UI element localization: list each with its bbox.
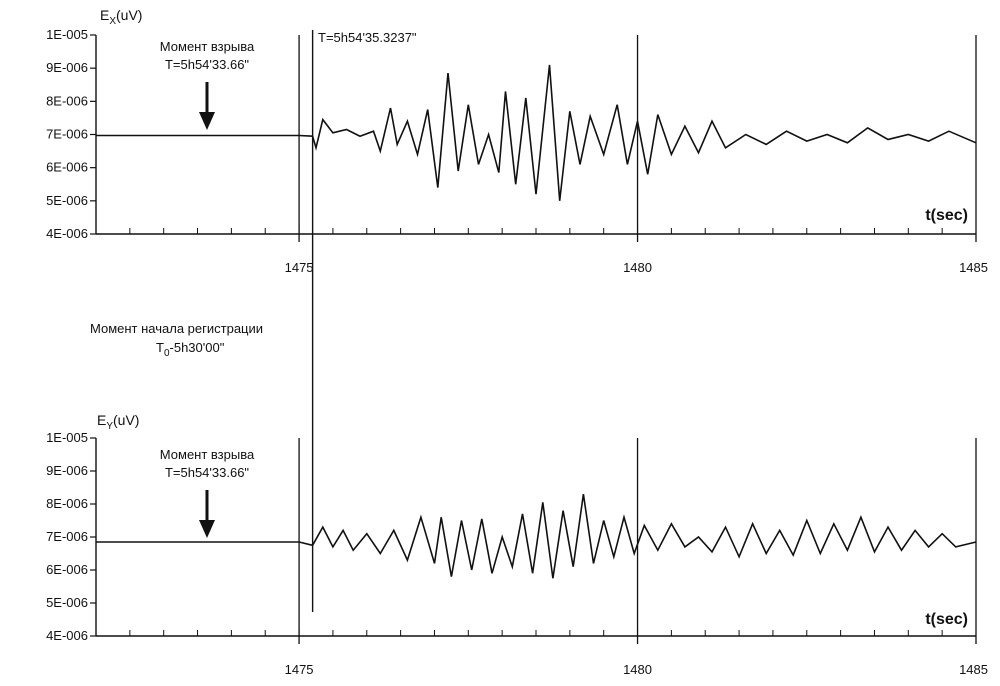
ex-ytick-labels: 1E-005 9E-006 8E-006 7E-006 6E-006 5E-006 4E-0…	[46, 27, 88, 241]
x-tick-label: 1485	[959, 260, 988, 275]
y-tick-label: 8E-006	[46, 93, 88, 108]
y-tick-label: 8E-006	[46, 496, 88, 511]
ey-series-line	[96, 493, 977, 579]
ex-explosion-label-line1: Момент взрыва	[160, 39, 255, 54]
y-tick-label: 5E-006	[46, 595, 88, 610]
ex-xlabel: t(sec)	[925, 207, 968, 224]
ey-ylabel: EY(uV)	[97, 412, 139, 432]
ey-xtick-labels: 1475 1480 1485	[285, 662, 988, 677]
ex-axes	[90, 34, 977, 242]
y-tick-label: 7E-006	[46, 127, 88, 142]
ex-ylabel: EX(uV)	[100, 7, 142, 27]
x-tick-label: 1480	[623, 662, 652, 677]
registration-annotation: Момент начала регистрации T0-5h30'00"	[90, 321, 263, 359]
x-tick-label: 1485	[959, 662, 988, 677]
x-tick-label: 1475	[285, 662, 314, 677]
y-tick-label: 6E-006	[46, 160, 88, 175]
y-tick-label: 1E-005	[46, 430, 88, 445]
ey-explosion-arrow	[199, 490, 215, 538]
ey-explosion-label-line2: T=5h54'33.66"	[165, 465, 249, 480]
ex-explosion-label-line2: T=5h54'33.66"	[165, 57, 249, 72]
ex-explosion-arrow	[199, 82, 215, 130]
y-tick-label: 9E-006	[46, 60, 88, 75]
x-tick-label: 1480	[623, 260, 652, 275]
ey-chart: EY(uV) 1E-005 9E-006 8E-006 7E-006 6E-006 5E-…	[46, 412, 988, 677]
y-tick-label: 9E-006	[46, 463, 88, 478]
ey-ytick-labels: 1E-005 9E-006 8E-006 7E-006 6E-006 5E-006 4E-0…	[46, 430, 88, 643]
ex-xtick-labels: 1475 1480 1485	[285, 260, 988, 275]
ex-arrival-label: T=5h54'35.3237"	[318, 30, 417, 45]
ey-explosion-label-line1: Момент взрыва	[160, 447, 255, 462]
registration-label-line2: T0-5h30'00"	[156, 340, 225, 359]
y-tick-label: 4E-006	[46, 226, 88, 241]
y-tick-label: 1E-005	[46, 27, 88, 42]
y-tick-label: 5E-006	[46, 193, 88, 208]
y-tick-label: 4E-006	[46, 628, 88, 643]
y-tick-label: 7E-006	[46, 529, 88, 544]
ex-series-line	[96, 64, 977, 201]
registration-label-line1: Момент начала регистрации	[90, 321, 263, 336]
ey-axes	[90, 437, 977, 644]
ey-xlabel: t(sec)	[925, 611, 968, 628]
x-tick-label: 1475	[285, 260, 314, 275]
ex-chart: EX(uV) 1E-005 9E-006 8E-006 7E-006 6E-006 5E-…	[46, 7, 988, 275]
y-tick-label: 6E-006	[46, 562, 88, 577]
